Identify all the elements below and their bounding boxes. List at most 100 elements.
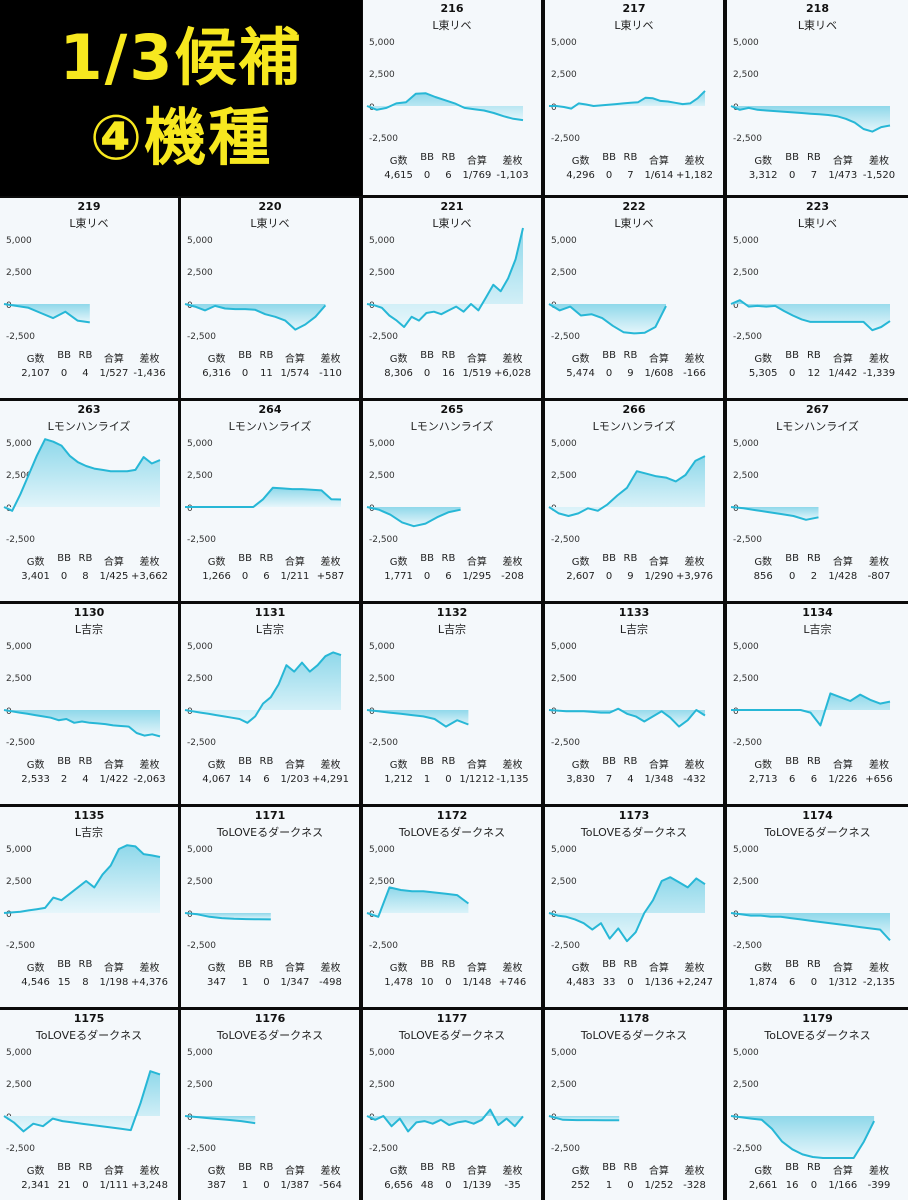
balance-line — [548, 303, 667, 335]
machine-number: 263 — [77, 403, 101, 416]
balance-line-chart — [548, 876, 706, 943]
balance-line-chart — [548, 707, 706, 728]
banner-title-line2: ④機種 — [89, 101, 273, 174]
stats-column-header: 合算 — [466, 760, 487, 771]
stats-value-total: 1/111 — [99, 1180, 129, 1191]
stats-value-row: 2,533 2 4 1/422 -2,063 — [0, 774, 178, 792]
stats-value-rb: 0 — [627, 977, 634, 988]
y-tick-label: 0 — [733, 301, 739, 311]
y-tick-label: 5,000 — [551, 38, 577, 48]
stats-column-header: 合算 — [648, 156, 669, 167]
y-tick-label: -2,500 — [187, 1144, 217, 1154]
stats-value-rb: 0 — [810, 1180, 818, 1191]
stats-column-header: BB — [602, 959, 616, 970]
machine-number: 222 — [622, 200, 646, 213]
stats-column-header: 合算 — [832, 557, 853, 568]
stats-value-rb: 12 — [807, 368, 821, 379]
stats-table: G数 BB RB 合算 差枚 4,296 0 7 1/614 +1,182 — [545, 152, 723, 188]
y-tick-label: 5,000 — [551, 1048, 577, 1058]
machine-name: Lモンハンライズ — [47, 420, 131, 433]
y-tick-label: 2,500 — [733, 1080, 759, 1090]
stats-value-bb: 1 — [241, 1180, 249, 1191]
machine-name: ToLOVEるダークネス — [398, 826, 506, 839]
stats-header-row: G数 BB RB 合算 差枚 — [0, 1162, 178, 1180]
stats-column-header: BB — [785, 959, 800, 970]
stats-value-rb: 8 — [82, 571, 89, 582]
balance-line-chart — [366, 709, 469, 728]
stats-column-header: RB — [441, 152, 456, 163]
stats-value-rb: 0 — [82, 1180, 89, 1191]
balance-area — [4, 845, 160, 913]
y-tick-label: 2,500 — [187, 674, 213, 684]
machine-name: L東リベ — [432, 19, 472, 32]
y-tick-label: 5,000 — [733, 439, 759, 449]
machine-name: L東リベ — [69, 217, 109, 230]
stats-header-row: G数 BB RB 合算 差枚 — [363, 152, 541, 170]
machine-number: 1130 — [73, 606, 105, 619]
stats-column-header: G数 — [207, 1166, 226, 1177]
stats-column-header: BB — [57, 1162, 71, 1173]
stats-column-header: RB — [623, 1162, 638, 1173]
stats-column-header: 合算 — [832, 963, 853, 974]
stats-value-bb: 0 — [423, 368, 431, 379]
stats-header-row: G数 BB RB 合算 差枚 — [0, 350, 178, 368]
stats-value-g: 4,546 — [21, 977, 50, 988]
stats-value-rb: 6 — [263, 571, 270, 582]
y-tick-label: 0 — [733, 707, 739, 717]
y-tick-label: 5,000 — [187, 439, 213, 449]
machine-card: 265 Lモンハンライズ 5,000 2,500 0 -2,500 G数 BB RB 合算 差枚 1,… — [363, 401, 541, 601]
y-tick-label: -2,500 — [551, 738, 581, 748]
balance-line — [184, 651, 342, 724]
stats-value-row: 1,212 1 0 1/1212 -1,135 — [363, 774, 541, 792]
y-tick-label: -2,500 — [369, 134, 399, 144]
stats-column-header: 合算 — [832, 354, 853, 365]
stats-table: G数 BB RB 合算 差枚 2,341 21 0 1/111 +3,248 — [0, 1162, 178, 1198]
balance-line-chart — [3, 844, 161, 914]
stats-value-total: 1/148 — [462, 977, 492, 988]
stats-column-header: 差枚 — [869, 963, 890, 974]
y-tick-label: 2,500 — [733, 268, 759, 278]
y-tick-label: 2,500 — [551, 268, 577, 278]
stats-column-header: 合算 — [466, 156, 487, 167]
y-tick-label: 2,500 — [369, 268, 395, 278]
machine-name: ToLOVEるダークネス — [580, 826, 688, 839]
stats-header-row: G数 BB RB 合算 差枚 — [727, 756, 908, 774]
stats-column-header: 合算 — [103, 557, 124, 568]
stats-column-header: G数 — [571, 156, 590, 167]
machine-number: 265 — [440, 403, 464, 416]
balance-area — [185, 304, 326, 330]
stats-value-total: 1/226 — [828, 774, 858, 785]
stats-value-total: 1/1212 — [459, 774, 495, 785]
machine-number: 1133 — [618, 606, 650, 619]
stats-column-header: 合算 — [284, 963, 305, 974]
stats-column-header: RB — [259, 1162, 274, 1173]
stats-value-total: 1/211 — [280, 571, 310, 582]
machine-number: 1135 — [73, 809, 105, 822]
balance-line-chart — [730, 912, 891, 941]
balance-line-chart — [3, 709, 161, 738]
machine-number: 267 — [806, 403, 829, 416]
y-tick-label: 5,000 — [187, 845, 213, 855]
stats-value-bb: 6 — [788, 977, 796, 988]
stats-column-header: 差枚 — [320, 557, 341, 568]
stats-value-diff: +4,376 — [131, 977, 169, 988]
y-tick-label: 5,000 — [187, 642, 213, 652]
y-tick-label: -2,500 — [551, 941, 581, 951]
y-tick-label: 5,000 — [551, 439, 577, 449]
stats-column-header: 差枚 — [684, 760, 705, 771]
stats-column-header: BB — [602, 553, 616, 564]
stats-value-row: 2,607 0 9 1/290 +3,976 — [545, 571, 723, 589]
balance-area — [367, 93, 523, 121]
stats-value-rb: 9 — [627, 368, 634, 379]
machine-name: L東リベ — [797, 217, 838, 230]
machine-number: 1171 — [254, 809, 286, 822]
y-tick-label: 2,500 — [369, 877, 395, 887]
y-tick-label: 5,000 — [6, 1048, 32, 1058]
stats-value-g: 856 — [753, 571, 773, 582]
stats-column-header: G数 — [26, 1166, 45, 1177]
y-tick-label: -2,500 — [6, 332, 36, 342]
balance-line — [549, 90, 706, 110]
y-tick-label: 5,000 — [6, 236, 32, 246]
balance-line-chart — [366, 1108, 524, 1133]
stats-value-bb: 0 — [788, 571, 796, 582]
